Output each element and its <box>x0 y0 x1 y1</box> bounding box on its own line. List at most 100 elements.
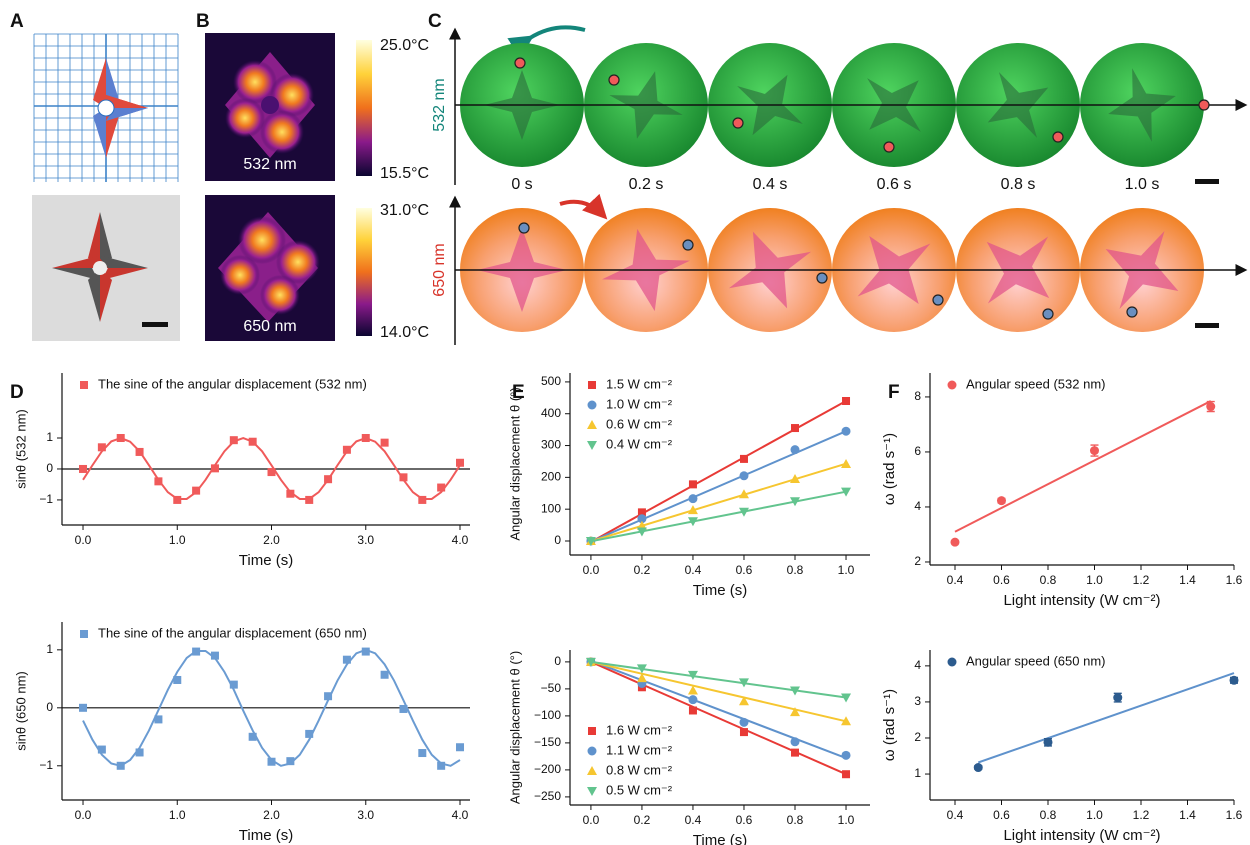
point <box>636 673 647 683</box>
point <box>687 517 698 527</box>
point <box>739 471 749 481</box>
x-tick-label: 1.0 <box>838 813 855 827</box>
rotation-sequence <box>449 25 1248 345</box>
y-tick-label: 3 <box>914 694 921 708</box>
scale-bar <box>1195 179 1219 184</box>
x-axis-label: Time (s) <box>239 552 293 569</box>
point <box>437 761 446 770</box>
y-axis-label: ω (rad s⁻¹) <box>881 689 898 761</box>
x-tick-label: 0.6 <box>736 563 753 577</box>
point <box>738 696 749 706</box>
legend-label: 1.5 W cm⁻² <box>606 376 673 391</box>
point <box>791 424 799 433</box>
y-tick-label: −100 <box>534 708 561 722</box>
point <box>399 473 408 482</box>
x-tick-label: 0.4 <box>685 563 702 577</box>
y-axis-label: Angular displacement θ (°) <box>507 387 522 540</box>
panel-label: B <box>196 11 210 32</box>
point <box>688 706 697 715</box>
fit-line <box>590 462 847 543</box>
point <box>841 426 851 436</box>
tracker-dot <box>1198 99 1210 111</box>
point <box>97 443 106 452</box>
panel-label: A <box>10 11 24 32</box>
point <box>305 729 314 738</box>
y-tick-label: 300 <box>541 438 561 452</box>
point <box>1206 402 1216 412</box>
x-axis-label: Light intensity (W cm⁻²) <box>1003 827 1160 844</box>
tracker-dot <box>932 294 944 306</box>
legend-label: 0.6 W cm⁻² <box>606 416 673 431</box>
point <box>585 657 596 667</box>
legend-marker <box>80 630 88 638</box>
legend-marker <box>588 381 596 389</box>
x-axis-label: Light intensity (W cm⁻²) <box>1003 592 1160 609</box>
fit-line <box>590 660 847 699</box>
time-label: 0.8 s <box>1001 176 1036 193</box>
time-label: 0.6 s <box>877 176 912 193</box>
y-tick-label: 400 <box>541 406 561 420</box>
fit-line <box>590 430 847 543</box>
point <box>637 508 646 517</box>
y-tick-label: 4 <box>914 499 921 513</box>
y-tick-label: −200 <box>534 762 561 776</box>
y-tick-label: 2 <box>914 730 921 744</box>
y-tick-label: 4 <box>914 658 921 672</box>
point <box>154 715 163 724</box>
x-tick-label: 0.6 <box>736 813 753 827</box>
y-tick-label: 0 <box>46 700 53 714</box>
y-tick-label: 0 <box>554 533 561 547</box>
point <box>361 434 370 443</box>
x-tick-label: 0.8 <box>787 563 804 577</box>
x-tick-label: 2.0 <box>263 808 280 822</box>
tracker-dot <box>1052 131 1064 143</box>
fit-line <box>590 660 847 776</box>
x-tick-label: 0.4 <box>947 573 964 587</box>
point <box>229 680 238 689</box>
colorbar-min: 15.5°C <box>380 165 429 182</box>
point <box>305 495 314 504</box>
x-tick-label: 1.0 <box>838 563 855 577</box>
x-tick-label: 1.0 <box>169 533 186 547</box>
tracker-dot <box>518 222 530 234</box>
y-tick-label: −150 <box>534 735 561 749</box>
x-tick-label: 0.0 <box>583 563 600 577</box>
point <box>688 695 698 705</box>
x-tick-label: 1.4 <box>1179 808 1196 822</box>
point <box>135 447 144 456</box>
point <box>841 750 851 760</box>
row-label: 532 nm <box>431 78 448 131</box>
legend-label: 1.0 W cm⁻² <box>606 396 673 411</box>
x-tick-label: 1.0 <box>1086 808 1103 822</box>
point <box>342 655 351 664</box>
y-tick-label: 1 <box>46 430 53 444</box>
point <box>79 703 88 712</box>
y-tick-label: −1 <box>39 492 53 506</box>
point <box>636 527 647 537</box>
point <box>950 537 960 547</box>
x-tick-label: 0.8 <box>787 813 804 827</box>
time-label: 1.0 s <box>1125 176 1160 193</box>
legend-label: 1.1 W cm⁻² <box>606 742 673 757</box>
point <box>286 757 295 766</box>
point <box>790 686 800 696</box>
legend-label: The sine of the angular displacement (53… <box>98 376 367 391</box>
point <box>1229 675 1239 685</box>
point <box>342 445 351 454</box>
point <box>973 763 983 773</box>
thermal-map <box>205 33 372 341</box>
x-tick-label: 0.2 <box>634 813 651 827</box>
x-tick-label: 1.6 <box>1226 808 1243 822</box>
fit-line <box>82 436 461 500</box>
legend-label: 0.5 W cm⁻² <box>606 782 673 797</box>
point <box>687 685 698 695</box>
fit-line <box>590 659 847 759</box>
panel-label: F <box>888 382 900 403</box>
point <box>79 464 88 473</box>
y-tick-label: 200 <box>541 470 561 484</box>
legend-marker <box>587 766 597 775</box>
x-tick-label: 1.2 <box>1133 573 1150 587</box>
colorbar-max: 25.0°C <box>380 37 429 54</box>
point <box>687 670 698 680</box>
